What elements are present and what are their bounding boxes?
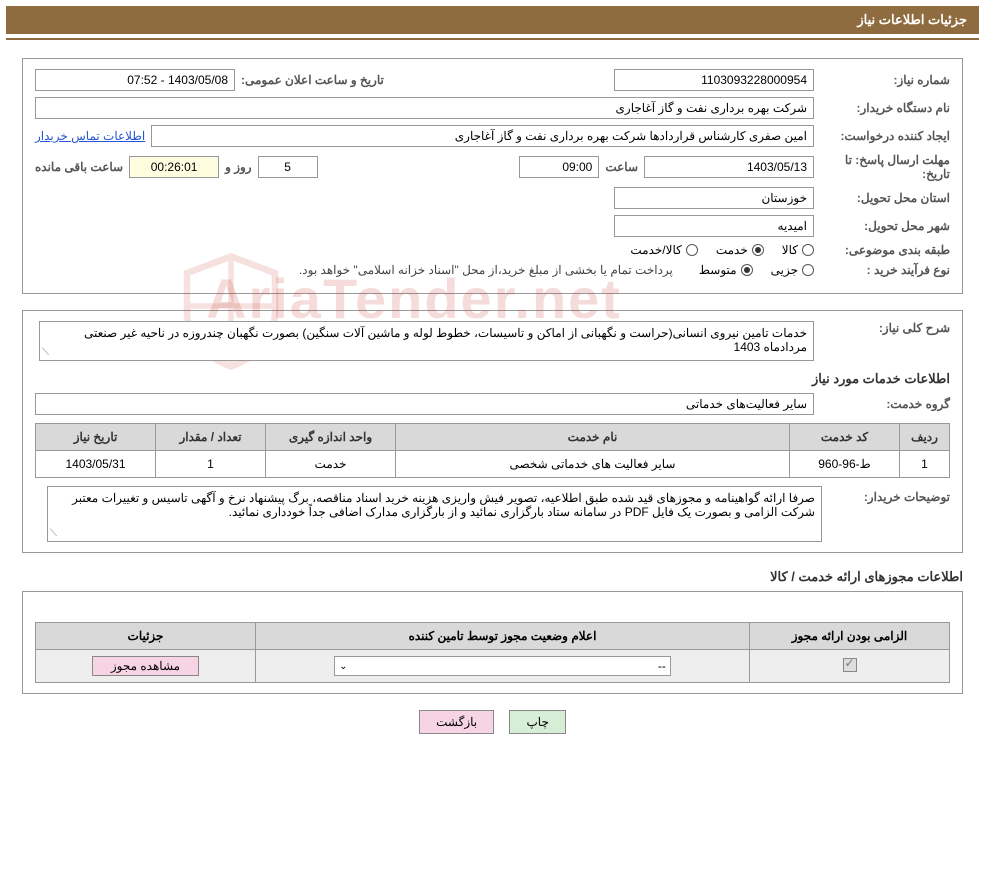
td-unit: خدمت [266, 451, 396, 478]
mandatory-checkbox[interactable] [843, 658, 857, 672]
general-desc-content: خدمات تامین نیروی انسانی(حراست و نگهبانی… [84, 326, 807, 354]
buyer-note-content: صرفا ارائه گواهینامه و مجوزهای قید شده ط… [72, 491, 815, 519]
th-row: ردیف [900, 424, 950, 451]
ptype-medium-label: متوسط [699, 263, 737, 277]
license-header-row: الزامی بودن ارائه مجوز اعلام وضعیت مجوز … [36, 623, 950, 650]
buyer-contact-link[interactable]: اطلاعات تماس خریدار [35, 129, 145, 143]
td-status: -- ⌄ [256, 650, 750, 683]
radio-goods-service[interactable] [686, 244, 698, 256]
buyer-note-text: صرفا ارائه گواهینامه و مجوزهای قید شده ط… [47, 486, 822, 542]
cat-goods-service-label: کالا/خدمت [630, 243, 681, 257]
deadline-date: 1403/05/13 [644, 156, 814, 178]
th-status: اعلام وضعیت مجوز توسط تامین کننده [256, 623, 750, 650]
radio-goods[interactable] [802, 244, 814, 256]
city-value: امیدیه [614, 215, 814, 237]
category-label: طبقه بندی موضوعی: [820, 243, 950, 257]
th-mandatory: الزامی بودن ارائه مجوز [750, 623, 950, 650]
category-radio-group: کالا خدمت کالا/خدمت [630, 243, 814, 257]
need-info-section: شماره نیاز: 1103093228000954 تاریخ و ساع… [22, 58, 963, 294]
buyer-note-label: توضیحات خریدار: [830, 490, 950, 504]
general-desc-text: خدمات تامین نیروی انسانی(حراست و نگهبانی… [39, 321, 814, 361]
license-row: -- ⌄ مشاهده مجوز [36, 650, 950, 683]
province-value: خوزستان [614, 187, 814, 209]
payment-note: پرداخت تمام یا بخشی از مبلغ خرید،از محل … [299, 263, 673, 277]
service-table: ردیف کد خدمت نام خدمت واحد اندازه گیری ت… [35, 423, 950, 478]
td-date: 1403/05/31 [36, 451, 156, 478]
th-code: کد خدمت [790, 424, 900, 451]
need-no-label: شماره نیاز: [820, 73, 950, 87]
license-section: الزامی بودن ارائه مجوز اعلام وضعیت مجوز … [22, 591, 963, 694]
status-select[interactable]: -- ⌄ [334, 656, 671, 676]
td-qty: 1 [156, 451, 266, 478]
service-group-value: سایر فعالیت‌های خدماتی [35, 393, 814, 415]
th-details: جزئیات [36, 623, 256, 650]
days-remaining: 5 [258, 156, 318, 178]
td-code: ط-96-960 [790, 451, 900, 478]
table-header-row: ردیف کد خدمت نام خدمت واحد اندازه گیری ت… [36, 424, 950, 451]
divider [6, 38, 979, 40]
radio-service[interactable] [752, 244, 764, 256]
th-date: تاریخ نیاز [36, 424, 156, 451]
purchase-type-label: نوع فرآیند خرید : [820, 263, 950, 277]
action-buttons: چاپ بازگشت [6, 710, 979, 734]
services-info-header: اطلاعات خدمات مورد نیاز [35, 371, 950, 387]
pub-datetime-value: 1403/05/08 - 07:52 [35, 69, 235, 91]
countdown: 00:26:01 [129, 156, 219, 178]
buyer-org-value: شرکت بهره برداری نفت و گاز آغاجاری [35, 97, 814, 119]
days-label: روز و [225, 160, 252, 174]
td-name: سایر فعالیت های خدماتی شخصی [396, 451, 790, 478]
page-title: جزئیات اطلاعات نیاز [857, 12, 967, 27]
th-qty: تعداد / مقدار [156, 424, 266, 451]
back-button[interactable]: بازگشت [419, 710, 494, 734]
td-details: مشاهده مجوز [36, 650, 256, 683]
deadline-time: 09:00 [519, 156, 599, 178]
service-group-label: گروه خدمت: [820, 397, 950, 411]
deadline-label: مهلت ارسال پاسخ: تا تاریخ: [820, 153, 950, 181]
resize-grip-icon: ⟋ [50, 528, 57, 539]
description-section: شرح کلی نیاز: خدمات تامین نیروی انسانی(ح… [22, 310, 963, 553]
requester-label: ایجاد کننده درخواست: [820, 129, 950, 143]
remaining-label: ساعت باقی مانده [35, 160, 123, 174]
city-label: شهر محل تحویل: [820, 219, 950, 233]
resize-grip-icon: ⟋ [42, 347, 49, 358]
td-row: 1 [900, 451, 950, 478]
chevron-down-icon: ⌄ [339, 661, 347, 672]
radio-medium[interactable] [741, 264, 753, 276]
cat-service-label: خدمت [716, 243, 748, 257]
requester-value: امین صفری کارشناس قراردادها شرکت بهره بر… [151, 125, 814, 147]
license-table: الزامی بودن ارائه مجوز اعلام وضعیت مجوز … [35, 622, 950, 683]
radio-minor[interactable] [802, 264, 814, 276]
cat-goods-label: کالا [782, 243, 798, 257]
buyer-org-label: نام دستگاه خریدار: [820, 101, 950, 115]
pub-datetime-label: تاریخ و ساعت اعلان عمومی: [241, 73, 384, 87]
print-button[interactable]: چاپ [509, 710, 565, 734]
need-no-value: 1103093228000954 [614, 69, 814, 91]
general-desc-label: شرح کلی نیاز: [820, 321, 950, 335]
view-license-button[interactable]: مشاهده مجوز [92, 656, 199, 676]
td-mandatory [750, 650, 950, 683]
time-label: ساعت [605, 160, 638, 174]
license-section-title: اطلاعات مجوزهای ارائه خدمت / کالا [22, 569, 963, 585]
page-header: جزئیات اطلاعات نیاز [6, 6, 979, 34]
th-unit: واحد اندازه گیری [266, 424, 396, 451]
province-label: استان محل تحویل: [820, 191, 950, 205]
table-row: 1 ط-96-960 سایر فعالیت های خدماتی شخصی خ… [36, 451, 950, 478]
th-name: نام خدمت [396, 424, 790, 451]
purchase-type-radio-group: جزیی متوسط [699, 263, 814, 277]
select-value: -- [658, 659, 666, 673]
ptype-minor-label: جزیی [771, 263, 798, 277]
